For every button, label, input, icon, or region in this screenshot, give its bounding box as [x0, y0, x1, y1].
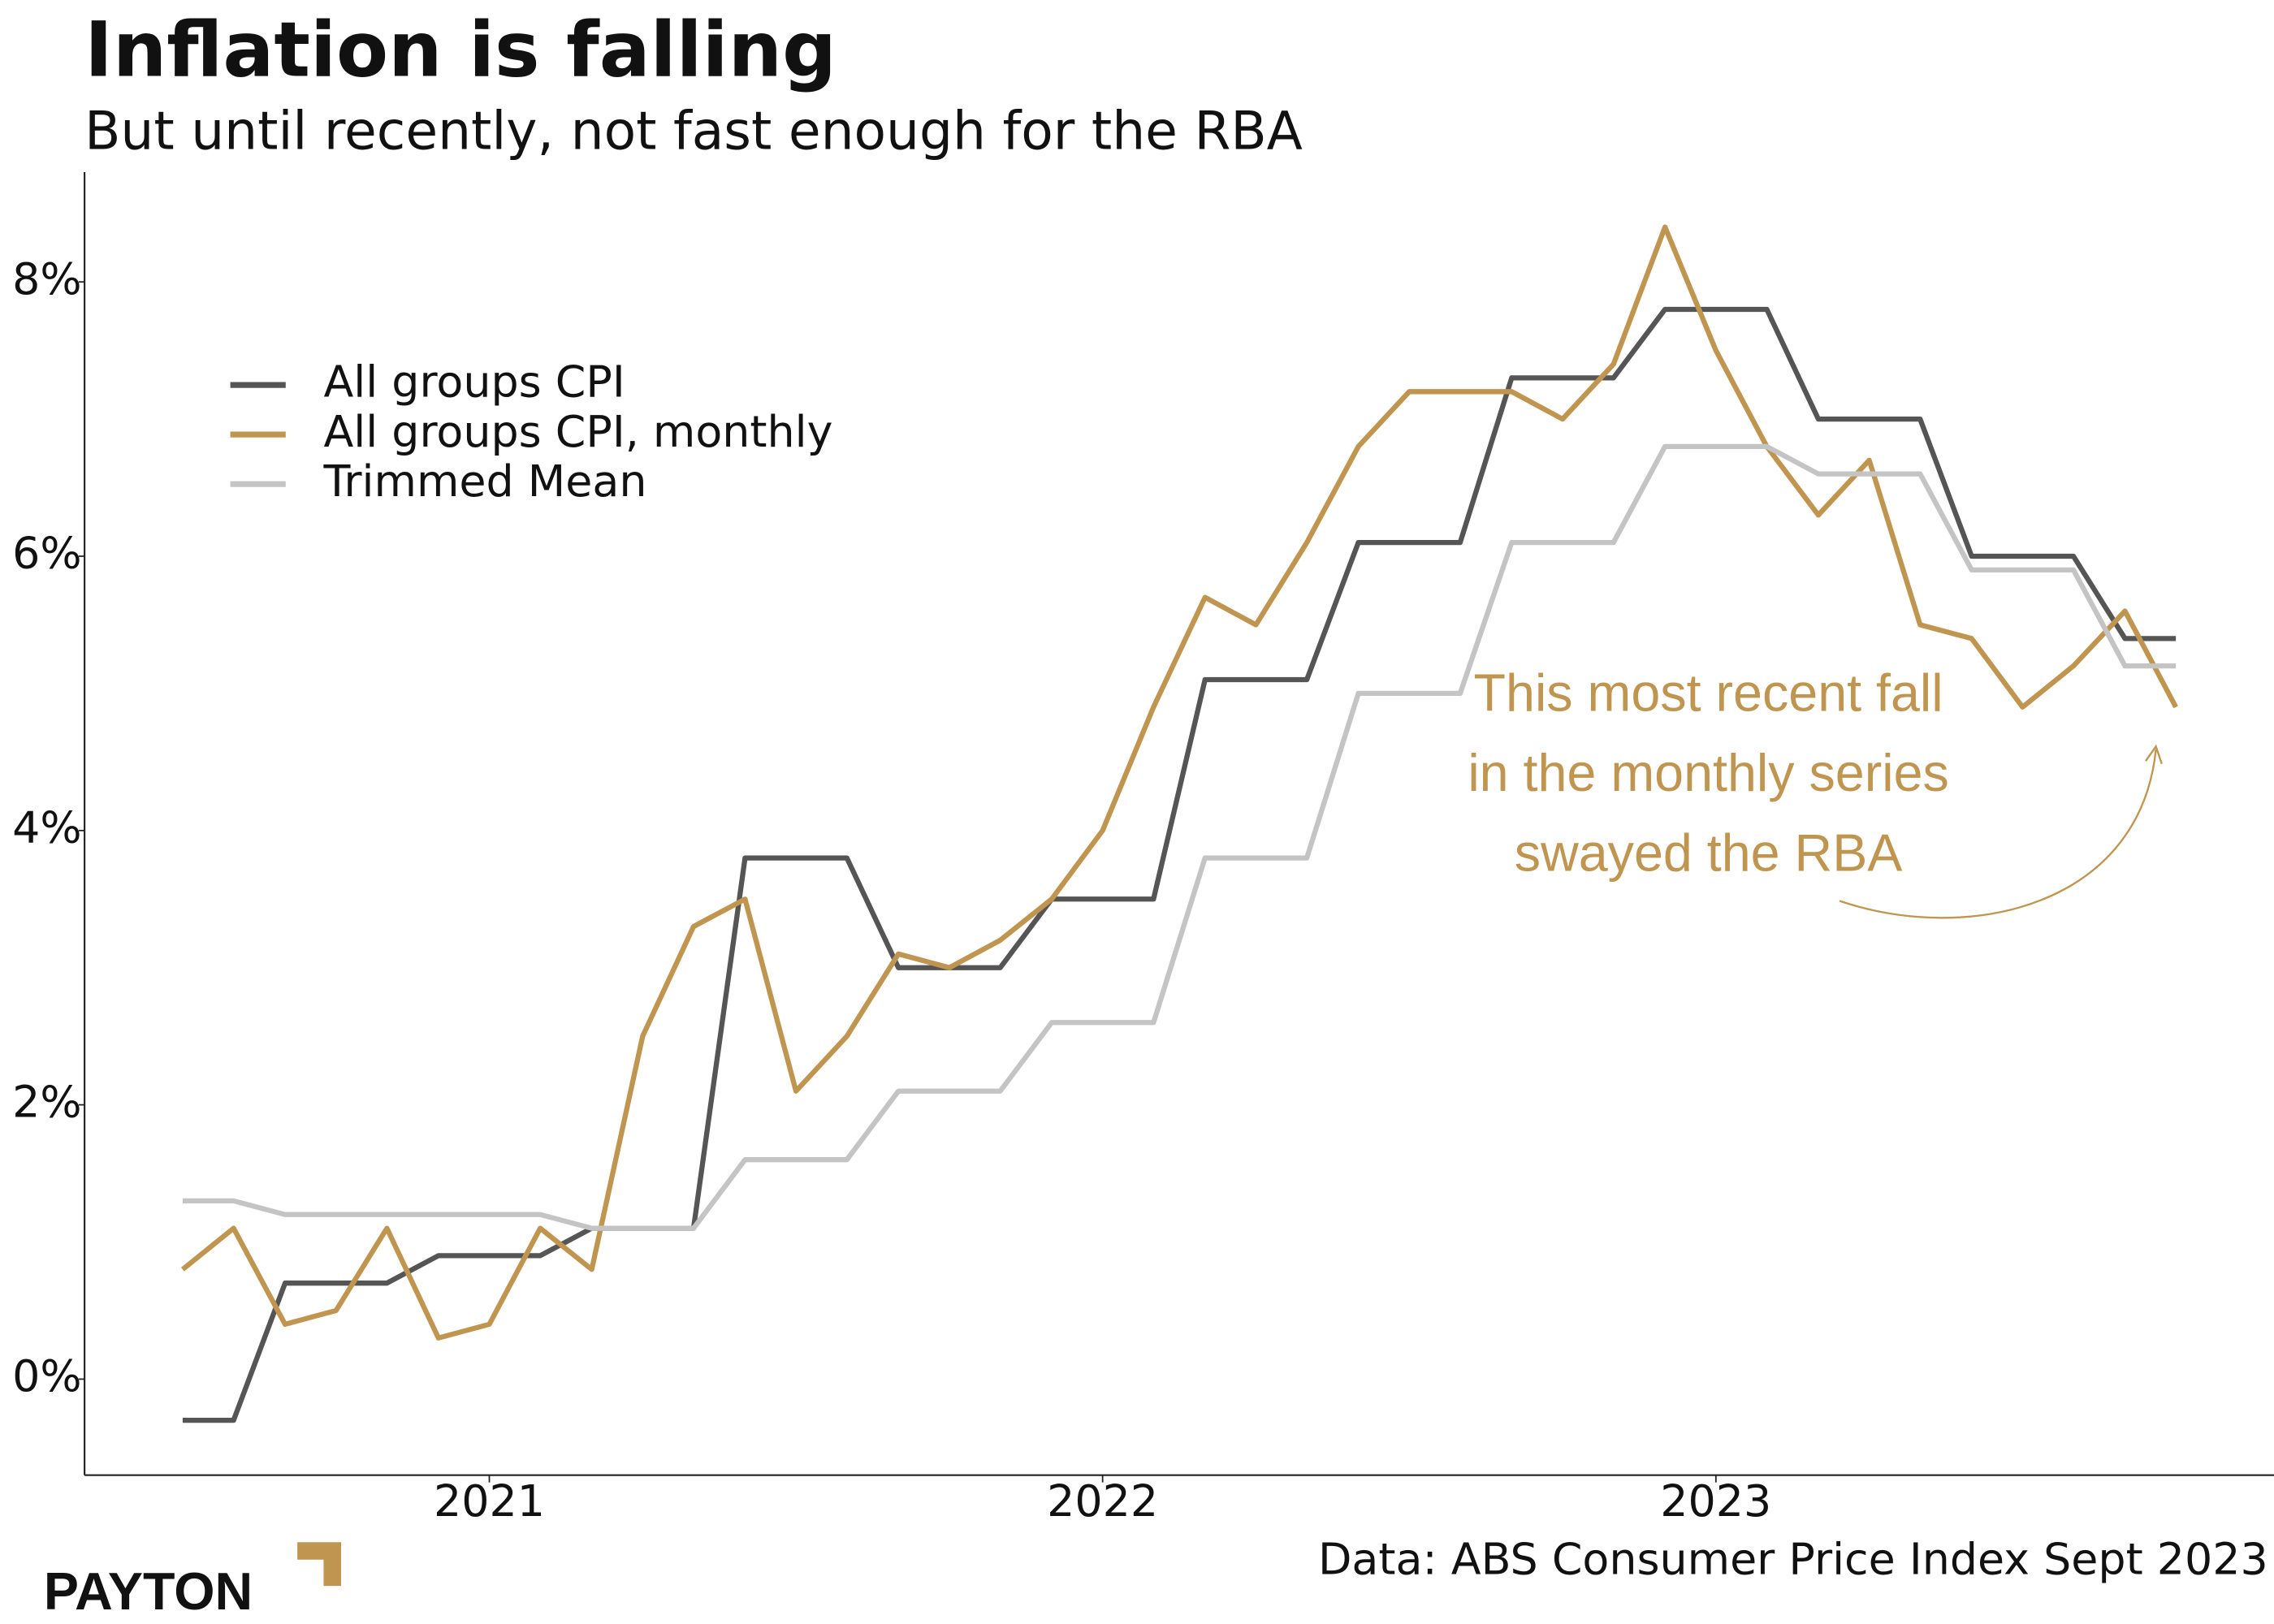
series-line: [182, 443, 2177, 1231]
annotation-text: swayed the RBA: [1515, 824, 1903, 883]
x-tick-label: 2021: [434, 1475, 545, 1527]
annotation-text: This most recent fall: [1474, 663, 1943, 722]
series-line: [182, 306, 2177, 1423]
y-tick-label: 2%: [12, 1076, 81, 1127]
arrow-head: [2145, 744, 2163, 765]
source-note: Data: ABS Consumer Price Index Sept 2023: [1318, 1534, 2268, 1585]
legend-label: All groups CPI, monthly: [323, 406, 832, 457]
logo: PAYTON: [44, 1562, 253, 1621]
x-tick-label: 2022: [1047, 1475, 1158, 1527]
logo-mark: [297, 1542, 341, 1587]
annotation-text: in the monthly series: [1468, 744, 1949, 802]
legend-label: Trimmed Mean: [322, 456, 646, 507]
legend-label: All groups CPI: [323, 356, 625, 408]
series-line: [180, 224, 2178, 1341]
chart-title: Inflation is falling: [84, 6, 837, 95]
y-tick-label: 4%: [12, 801, 81, 853]
chart-subtitle: But until recently, not fast enough for …: [84, 101, 1303, 162]
annotation-arrow: [1839, 749, 2157, 919]
y-tick-label: 0%: [12, 1350, 81, 1402]
y-tick-label: 8%: [12, 253, 81, 304]
x-tick-label: 2023: [1660, 1475, 1771, 1527]
y-tick-label: 6%: [12, 528, 81, 579]
